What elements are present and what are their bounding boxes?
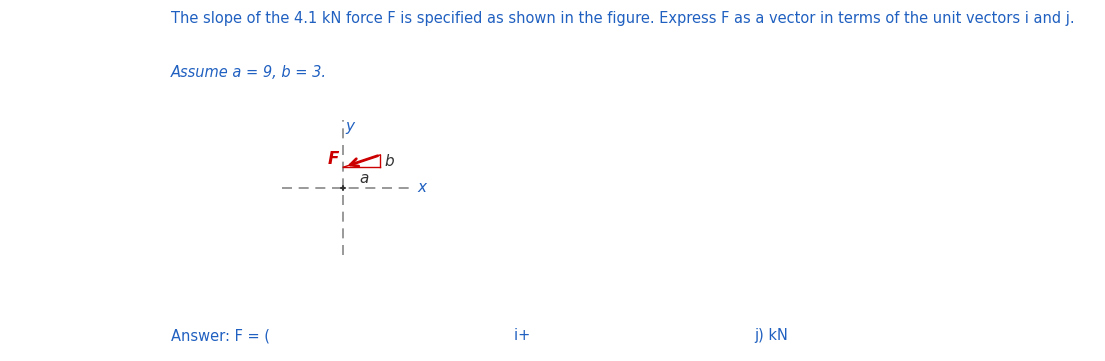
- Text: y: y: [346, 119, 355, 134]
- Text: F: F: [327, 150, 339, 168]
- Text: Answer: F = (: Answer: F = (: [171, 328, 275, 343]
- Text: The slope of the 4.1 kN force F is specified as shown in the figure. Express F a: The slope of the 4.1 kN force F is speci…: [171, 11, 1075, 26]
- Text: i: i: [554, 325, 559, 340]
- Text: Assume a = 9, b = 3.: Assume a = 9, b = 3.: [171, 65, 327, 80]
- Text: b: b: [385, 153, 394, 169]
- Text: x: x: [418, 180, 427, 195]
- Text: i+: i+: [514, 328, 535, 343]
- Text: a: a: [359, 171, 368, 186]
- Text: i: i: [313, 325, 318, 340]
- Text: j) kN: j) kN: [755, 328, 789, 343]
